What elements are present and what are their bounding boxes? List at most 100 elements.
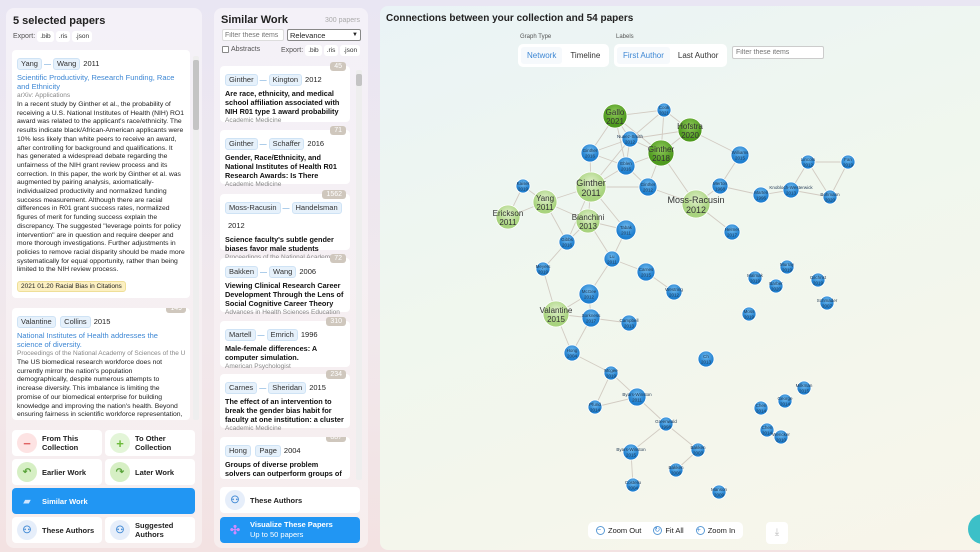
scrollbar[interactable] (356, 70, 362, 480)
paper-title[interactable]: Science faculty's subtle gender biases f… (225, 235, 334, 253)
paper-title[interactable]: Groups of diverse problem solvers can ou… (225, 460, 342, 479)
similar-work-button[interactable]: ▰ Similar Work (12, 488, 195, 514)
these-authors-button[interactable]: ⚇ These Authors (12, 517, 102, 543)
similar-paper-card[interactable]: 71 Ginther — Schaffer 2016 Gender, Race/Eth… (220, 126, 350, 188)
these-authors-button[interactable]: ⚇ These Authors (220, 487, 360, 513)
author-chip[interactable]: Hong (225, 445, 251, 457)
author-chip[interactable]: Collins (60, 316, 91, 328)
tab-last-author[interactable]: Last Author (677, 51, 719, 60)
export-bib-button[interactable]: .bib (37, 31, 54, 42)
checkbox[interactable] (222, 46, 229, 53)
author-chip[interactable]: Yang (17, 58, 42, 70)
graph-filter-input[interactable] (732, 46, 824, 59)
author-chip[interactable]: Kington (268, 74, 303, 86)
paper-title[interactable]: Viewing Clinical Research Career Develop… (225, 281, 344, 308)
fit-all-button[interactable]: ↻ Fit All (653, 526, 684, 535)
similar-paper-card[interactable]: 887 Hong Page 2004 Groups of diverse prob… (220, 437, 350, 479)
paper-card[interactable]: Yang — Wang 2011 Scientific Productivity, R… (12, 50, 190, 298)
similar-paper-card[interactable]: 310 Martell — Emrich 1996 Male-female diffe… (220, 317, 350, 370)
tab-first-author[interactable]: First Author (617, 47, 670, 64)
author-chip[interactable]: Martell (225, 329, 256, 341)
author-chip[interactable]: Wang (52, 58, 81, 70)
zoom-out-button[interactable]: − Zoom Out (596, 526, 641, 535)
paper-card[interactable]: 149 Valantine Collins 2015 National Insti… (12, 308, 190, 420)
collection-tag[interactable]: 2021 01.20 Racial Bias in Citations (17, 281, 126, 293)
scrollbar[interactable] (193, 56, 199, 420)
sort-select[interactable]: Relevance ▼ (287, 29, 361, 41)
similar-paper-card[interactable]: 45 Ginther — Kington 2012 Are race, ethnici… (220, 62, 350, 124)
to-other-collection-button[interactable]: + To Other Collection (105, 430, 195, 456)
author-chip[interactable]: Handelsman (291, 202, 342, 214)
author-chip[interactable]: Emrich (266, 329, 298, 341)
paper-title-link[interactable]: Scientific Productivity, Research Fundin… (17, 73, 175, 91)
paper-title[interactable]: The effect of an intervention to break t… (225, 397, 344, 424)
author-chip[interactable]: Ginther (225, 138, 258, 150)
export-json-button[interactable]: .json (72, 31, 93, 42)
export-bib-button[interactable]: .bib (305, 45, 322, 56)
abstracts-toggle[interactable]: Abstracts (222, 46, 260, 53)
paper-title[interactable]: Gender, Race/Ethnicity, and National Ins… (225, 153, 337, 180)
author-chip[interactable]: Page (255, 445, 281, 457)
chat-bubble-icon[interactable] (968, 514, 980, 544)
paper-title[interactable]: Are race, ethnicity, and medical school … (225, 89, 340, 116)
similar-paper-card[interactable]: 72 Bakken — Wang 2006 Viewing Clinical Rese… (220, 254, 350, 316)
earlier-work-button[interactable]: ↶ Earlier Work (12, 459, 102, 485)
author-chip[interactable]: Moss-Racusin (225, 202, 281, 214)
tab-timeline[interactable]: Timeline (570, 51, 601, 60)
tab-network[interactable]: Network (521, 47, 563, 64)
author-chip[interactable]: Schaffer (268, 138, 305, 150)
later-work-button[interactable]: ↷ Later Work (105, 459, 195, 485)
similar-paper-card[interactable]: 234 Carnes — Sheridan 2015 The effect of an… (220, 370, 350, 432)
paper-title[interactable]: Male-female differences: A computer simu… (225, 344, 317, 362)
author-chip[interactable]: Ginther (225, 74, 258, 86)
